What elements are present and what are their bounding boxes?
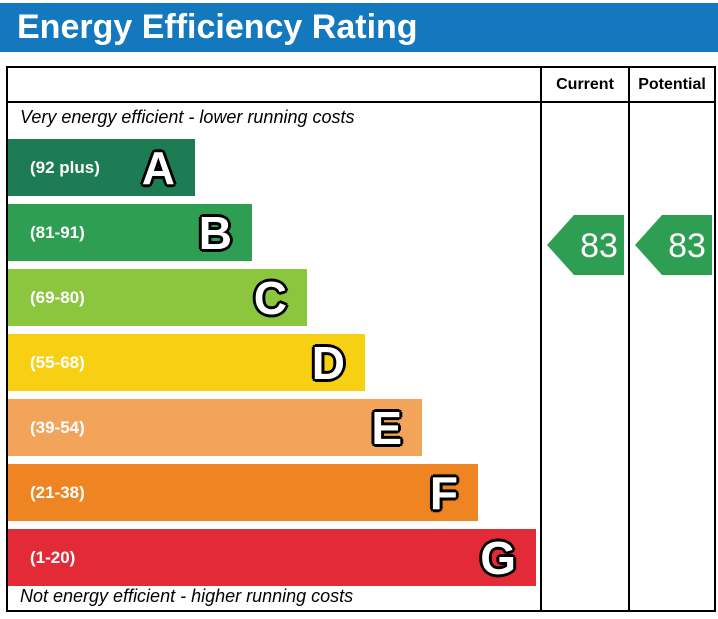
- band-range-label: (55-68): [30, 352, 85, 372]
- bottom-caption: Not energy efficient - higher running co…: [20, 586, 354, 606]
- band-A: (92 plus) A: [8, 139, 195, 196]
- band-range-label: (1-20): [30, 547, 76, 567]
- page-title: Energy Efficiency Rating: [17, 8, 418, 46]
- left-arrow-icon: [547, 215, 624, 275]
- column-divider-potential: [628, 68, 630, 610]
- top-caption: Very energy efficient - lower running co…: [20, 107, 355, 127]
- band-range-label: (69-80): [30, 287, 85, 307]
- column-header-potential: Potential: [638, 76, 706, 93]
- band-F: (21-38) F: [8, 464, 478, 521]
- band-G: (1-20) G: [8, 529, 536, 586]
- rating-arrow-current: 83: [547, 215, 624, 275]
- column-divider-current: [540, 68, 542, 610]
- rating-table: Current Potential Very energy efficient …: [6, 66, 716, 612]
- band-letter: A: [141, 141, 175, 194]
- band-letter: C: [253, 271, 287, 324]
- rating-value-potential: 83: [668, 227, 706, 265]
- band-range-label: (21-38): [30, 482, 85, 502]
- band-E: (39-54) E: [8, 399, 422, 456]
- rating-arrow-potential: 83: [635, 215, 712, 275]
- band-letter: B: [198, 206, 232, 259]
- band-letter: G: [480, 531, 516, 584]
- band-letter: E: [371, 401, 402, 454]
- band-letter: D: [311, 336, 345, 389]
- column-header-current: Current: [556, 76, 614, 93]
- band-D: (55-68) D: [8, 334, 365, 391]
- band-range-label: (39-54): [30, 417, 85, 437]
- band-range-label: (81-91): [30, 222, 85, 242]
- header-rule: [8, 101, 714, 103]
- band-C: (69-80) C: [8, 269, 307, 326]
- left-arrow-icon: [635, 215, 712, 275]
- title-bar: Energy Efficiency Rating: [0, 3, 718, 52]
- band-letter: F: [429, 466, 458, 519]
- rating-value-current: 83: [580, 227, 618, 265]
- band-range-label: (92 plus): [30, 157, 100, 177]
- band-B: (81-91) B: [8, 204, 252, 261]
